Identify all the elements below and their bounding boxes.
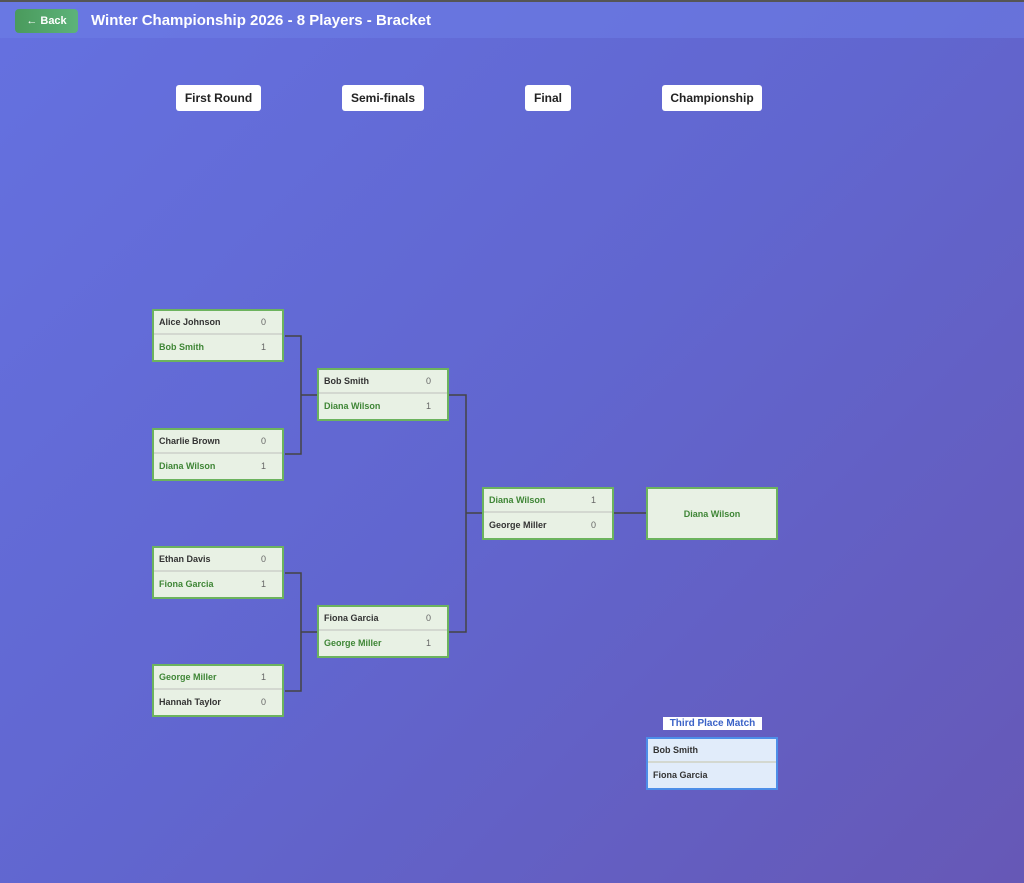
match-first-round[interactable]: George Miller 1 Hannah Taylor 0 xyxy=(152,664,284,717)
player-name: George Miller xyxy=(324,638,382,648)
round-header-semi-finals: Semi-finals xyxy=(342,85,424,111)
match-player-row: George Miller 0 xyxy=(484,513,612,537)
connector-line xyxy=(449,394,467,633)
player-name: Fiona Garcia xyxy=(653,770,708,780)
player-name: Charlie Brown xyxy=(159,436,221,446)
match-first-round[interactable]: Alice Johnson 0 Bob Smith 1 xyxy=(152,309,284,362)
player-name: Bob Smith xyxy=(324,376,369,386)
player-name: Diana Wilson xyxy=(324,401,381,411)
match-player-row: Diana Wilson 1 xyxy=(154,454,282,478)
player-score: 0 xyxy=(425,376,431,386)
match-first-round[interactable]: Charlie Brown 0 Diana Wilson 1 xyxy=(152,428,284,481)
match-player-row: Fiona Garcia 0 xyxy=(319,607,447,631)
player-score: 1 xyxy=(260,342,266,352)
match-player-row: Bob Smith xyxy=(648,739,776,763)
page-title: Winter Championship 2026 - 8 Players - B… xyxy=(91,12,431,29)
player-score: 1 xyxy=(590,495,596,505)
connector-line xyxy=(285,572,302,692)
back-button[interactable]: ← Back xyxy=(15,9,78,33)
match-player-row: Fiona Garcia 1 xyxy=(154,572,282,596)
match-player-row: Charlie Brown 0 xyxy=(154,430,282,454)
player-score: 1 xyxy=(260,672,266,682)
round-header-final: Final xyxy=(525,85,571,111)
player-name: Fiona Garcia xyxy=(159,579,214,589)
player-score: 0 xyxy=(260,554,266,564)
match-player-row: Fiona Garcia xyxy=(648,763,776,787)
player-name: Bob Smith xyxy=(653,745,698,755)
match-player-row: Diana Wilson 1 xyxy=(319,394,447,418)
match-final[interactable]: Diana Wilson 1 George Miller 0 xyxy=(482,487,614,540)
player-name: George Miller xyxy=(489,520,547,530)
player-name: Diana Wilson xyxy=(489,495,546,505)
player-name: Bob Smith xyxy=(159,342,204,352)
player-score: 1 xyxy=(260,461,266,471)
third-place-label: Third Place Match xyxy=(663,717,762,730)
match-player-row: Bob Smith 1 xyxy=(154,335,282,359)
player-score: 1 xyxy=(425,401,431,411)
player-name: Fiona Garcia xyxy=(324,613,379,623)
match-semi-finals[interactable]: Fiona Garcia 0 George Miller 1 xyxy=(317,605,449,658)
match-first-round[interactable]: Ethan Davis 0 Fiona Garcia 1 xyxy=(152,546,284,599)
player-score: 0 xyxy=(425,613,431,623)
connector-line xyxy=(285,335,302,455)
match-semi-finals[interactable]: Bob Smith 0 Diana Wilson 1 xyxy=(317,368,449,421)
round-header-championship: Championship xyxy=(662,85,762,111)
match-player-row: Diana Wilson 1 xyxy=(484,489,612,513)
player-score: 0 xyxy=(260,697,266,707)
player-name: Ethan Davis xyxy=(159,554,211,564)
match-player-row: Bob Smith 0 xyxy=(319,370,447,394)
match-player-row: Alice Johnson 0 xyxy=(154,311,282,335)
round-header-first-round: First Round xyxy=(176,85,261,111)
player-score: 1 xyxy=(260,579,266,589)
player-score: 0 xyxy=(260,317,266,327)
match-player-row: Ethan Davis 0 xyxy=(154,548,282,572)
player-score: 0 xyxy=(590,520,596,530)
champion-box: Diana Wilson xyxy=(646,487,778,540)
match-player-row: George Miller 1 xyxy=(319,631,447,655)
player-name: Hannah Taylor xyxy=(159,697,221,707)
match-player-row: Hannah Taylor 0 xyxy=(154,690,282,714)
player-name: George Miller xyxy=(159,672,217,682)
top-bar: ← Back Winter Championship 2026 - 8 Play… xyxy=(0,0,1024,38)
third-place-match[interactable]: Bob Smith Fiona Garcia xyxy=(646,737,778,790)
player-name: Diana Wilson xyxy=(159,461,216,471)
match-player-row: George Miller 1 xyxy=(154,666,282,690)
player-score: 1 xyxy=(425,638,431,648)
player-score: 0 xyxy=(260,436,266,446)
player-name: Alice Johnson xyxy=(159,317,221,327)
